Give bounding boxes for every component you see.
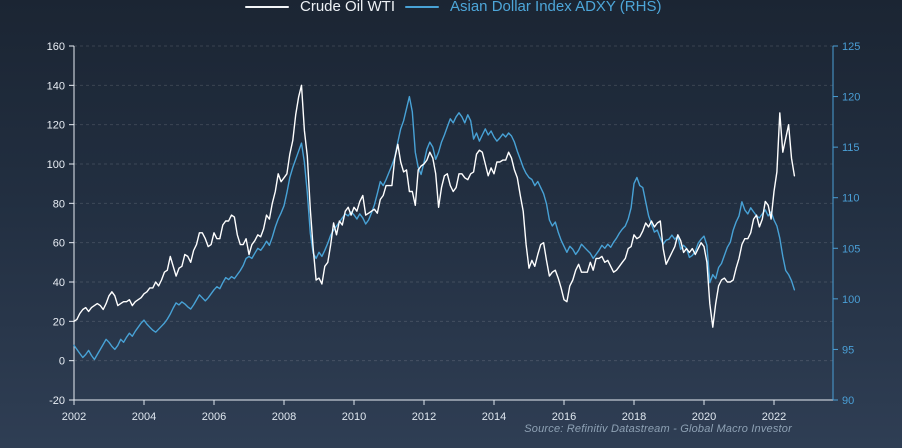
legend-label-crude-oil: Crude Oil WTI xyxy=(300,0,396,15)
wti-line xyxy=(73,84,796,328)
legend-swatch-adxy xyxy=(405,6,439,8)
x-axis-tick-label: 2010 xyxy=(342,411,366,423)
left-axis-tick-label: 0 xyxy=(59,356,65,368)
right-axis-tick-label: 120 xyxy=(842,92,860,104)
x-axis-tick-label: 2022 xyxy=(762,411,786,423)
x-axis-tick-label: 2016 xyxy=(552,411,576,423)
left-axis-tick-label: 100 xyxy=(47,159,65,171)
adxy-line xyxy=(73,95,796,361)
right-axis-tick-label: 95 xyxy=(842,344,854,356)
left-axis-tick-label: -20 xyxy=(49,395,65,407)
legend-item-crude-oil-wti: Crude Oil WTI xyxy=(245,0,395,17)
right-axis-tick-label: 105 xyxy=(842,243,860,255)
legend-swatch-crude-oil xyxy=(245,6,289,8)
x-axis-tick-label: 2002 xyxy=(62,411,86,423)
left-axis-tick-label: 120 xyxy=(47,120,65,132)
legend-item-adxy: Asian Dollar Index ADXY (RHS) xyxy=(405,0,661,17)
right-axis-tick-label: 125 xyxy=(842,41,860,53)
x-axis-tick-label: 2008 xyxy=(272,411,296,423)
x-axis-tick-label: 2020 xyxy=(692,411,716,423)
right-axis-tick-label: 100 xyxy=(842,294,860,306)
legend-label-adxy: Asian Dollar Index ADXY (RHS) xyxy=(450,0,662,15)
x-axis-tick-label: 2014 xyxy=(482,411,506,423)
x-axis-tick-label: 2018 xyxy=(622,411,646,423)
left-axis-tick-label: 60 xyxy=(53,238,65,250)
left-axis-tick-label: 160 xyxy=(47,41,65,53)
left-axis-tick-label: 80 xyxy=(53,198,65,210)
left-axis-tick-label: 140 xyxy=(47,80,65,92)
x-axis-tick-label: 2004 xyxy=(132,411,156,423)
left-axis-tick-label: 40 xyxy=(53,277,65,289)
x-axis-tick-label: 2006 xyxy=(202,411,226,423)
x-axis-tick-label: 2012 xyxy=(412,411,436,423)
source-note: Source: Refinitiv Datastream - Global Ma… xyxy=(524,423,792,435)
right-axis-tick-label: 115 xyxy=(842,142,860,154)
right-axis-tick-label: 90 xyxy=(842,395,854,407)
right-axis-tick-label: 110 xyxy=(842,193,860,205)
left-axis-tick-label: 20 xyxy=(53,316,65,328)
